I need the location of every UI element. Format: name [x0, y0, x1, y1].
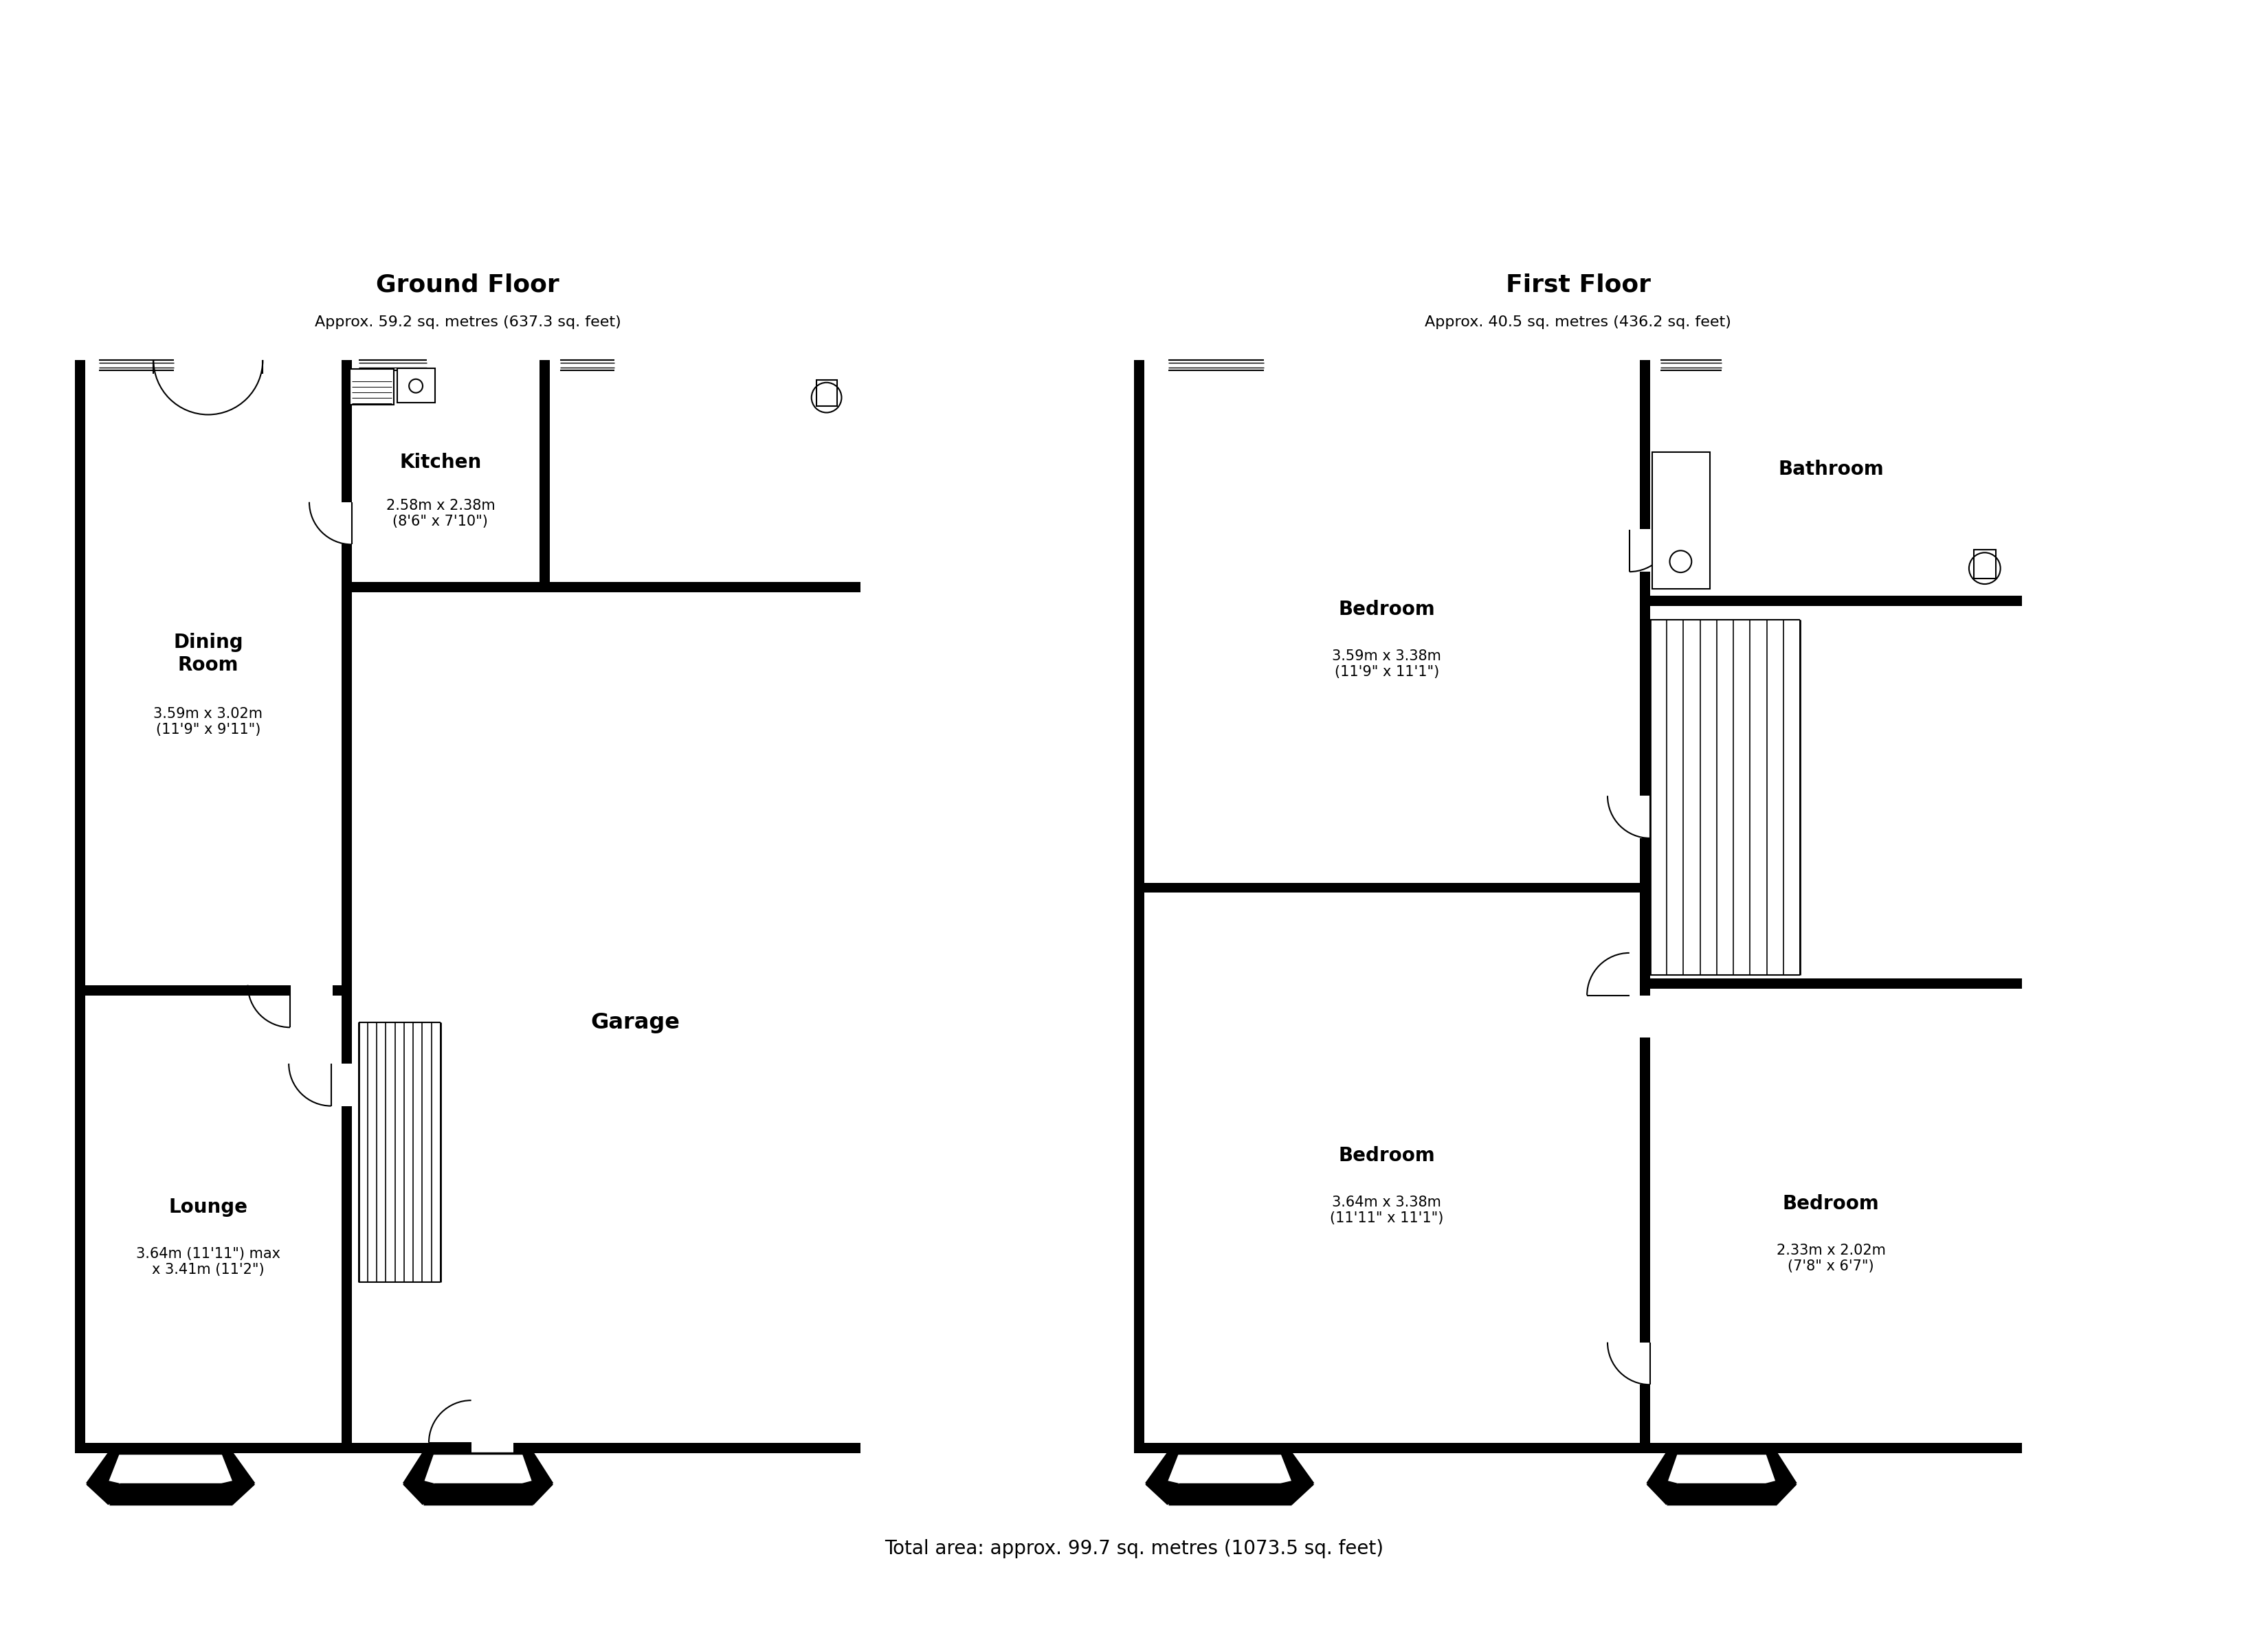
Text: 3.64m (11'11") max
x 3.41m (11'2"): 3.64m (11'11") max x 3.41m (11'2") — [136, 1247, 281, 1276]
Bar — [549, 359, 860, 582]
Bar — [1649, 988, 2023, 1443]
Text: 3.59m x 3.38m
(11'9" x 11'1"): 3.59m x 3.38m (11'9" x 11'1") — [1331, 650, 1442, 679]
Text: Dining
Room: Dining Room — [172, 633, 243, 674]
Polygon shape — [1145, 1453, 1313, 1504]
Polygon shape — [109, 1453, 234, 1484]
Bar — [397, 368, 435, 402]
Bar — [352, 359, 540, 582]
Polygon shape — [86, 1453, 254, 1504]
Text: Kitchen: Kitchen — [399, 453, 481, 472]
Polygon shape — [1168, 1453, 1293, 1484]
Bar — [331, 1064, 352, 1106]
Polygon shape — [1647, 1453, 1796, 1504]
Polygon shape — [404, 1453, 553, 1504]
Text: Bathroom: Bathroom — [1778, 460, 1885, 478]
Bar — [352, 592, 860, 1443]
Bar — [1649, 605, 2023, 978]
Text: Approx. 40.5 sq. metres (436.2 sq. feet): Approx. 40.5 sq. metres (436.2 sq. feet) — [1424, 315, 1730, 330]
Text: Total area: approx. 99.7 sq. metres (1073.5 sq. feet): Total area: approx. 99.7 sq. metres (107… — [885, 1539, 1383, 1558]
Bar — [75, 359, 860, 1453]
Bar — [86, 996, 342, 1443]
Text: 3.64m x 3.38m
(11'11" x 11'1"): 3.64m x 3.38m (11'11" x 11'1") — [1329, 1196, 1445, 1225]
Bar — [1134, 359, 2023, 1453]
Text: Bedroom: Bedroom — [1338, 600, 1436, 618]
Bar — [816, 379, 837, 406]
Text: Lounge: Lounge — [168, 1197, 247, 1217]
Text: 2.58m x 2.38m
(8'6" x 7'10"): 2.58m x 2.38m (8'6" x 7'10") — [386, 500, 494, 529]
Bar — [560, 359, 615, 371]
Bar — [290, 984, 333, 1006]
Bar — [1628, 529, 1649, 572]
Text: Garage: Garage — [590, 1012, 680, 1034]
Bar — [349, 369, 395, 404]
Text: Approx. 59.2 sq. metres (637.3 sq. feet): Approx. 59.2 sq. metres (637.3 sq. feet) — [315, 315, 621, 330]
Text: Ground Floor: Ground Floor — [376, 274, 560, 297]
Bar — [1649, 359, 2023, 595]
Polygon shape — [1667, 1453, 1776, 1484]
Bar — [1145, 892, 1640, 1443]
Bar — [331, 501, 352, 544]
Text: First Floor: First Floor — [1506, 274, 1651, 297]
Bar — [100, 359, 175, 371]
Bar — [1660, 359, 1721, 371]
Text: Bedroom: Bedroom — [1783, 1194, 1880, 1214]
Bar — [1145, 359, 1640, 882]
Polygon shape — [424, 1453, 533, 1484]
Bar — [86, 359, 342, 984]
Bar — [1651, 452, 1710, 589]
Bar — [1628, 796, 1649, 838]
Bar — [1628, 1342, 1649, 1385]
Text: 3.59m x 3.02m
(11'9" x 9'11"): 3.59m x 3.02m (11'9" x 9'11") — [154, 707, 263, 737]
Text: Bedroom: Bedroom — [1338, 1146, 1436, 1166]
Bar — [1628, 996, 1649, 1037]
Bar — [1168, 359, 1263, 371]
Bar — [358, 359, 426, 371]
Text: 2.33m x 2.02m
(7'8" x 6'7"): 2.33m x 2.02m (7'8" x 6'7") — [1776, 1243, 1885, 1273]
Bar — [1973, 549, 1996, 579]
Bar — [472, 1443, 513, 1463]
